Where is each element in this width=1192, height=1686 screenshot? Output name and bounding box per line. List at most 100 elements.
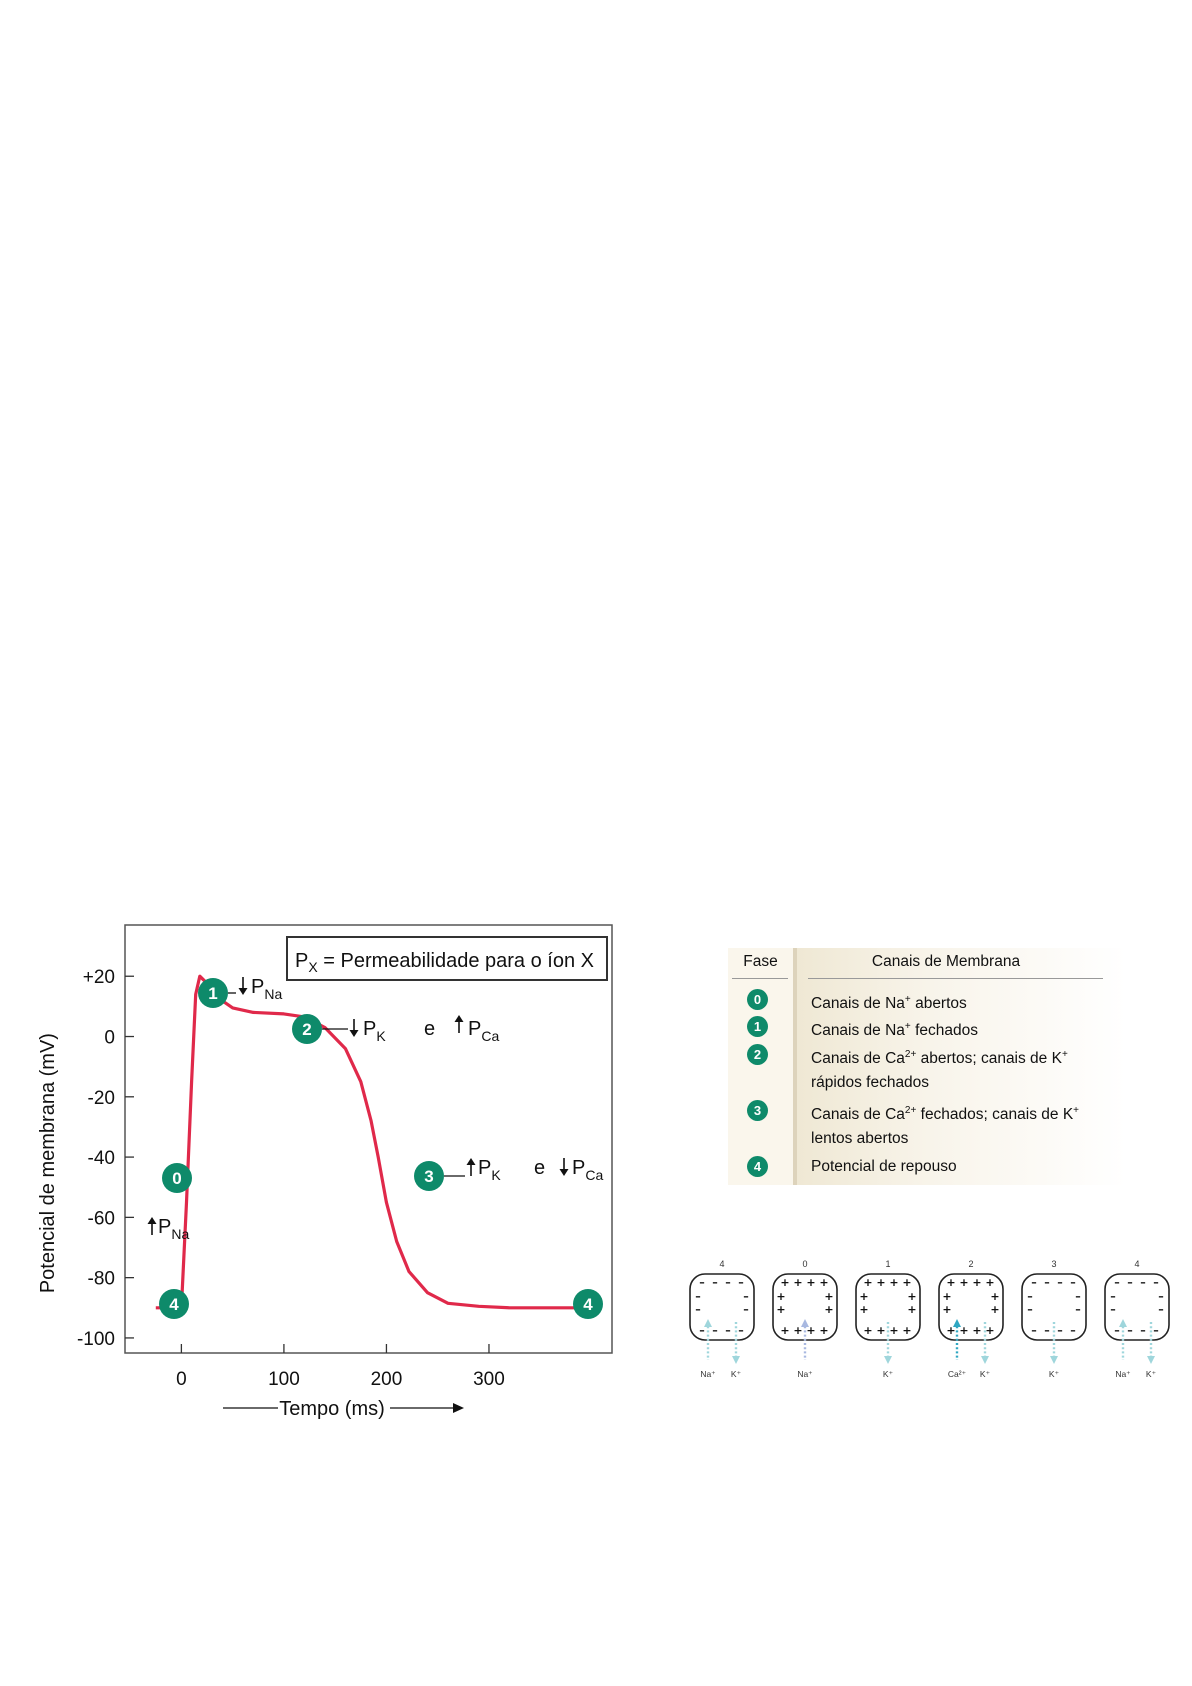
cell-diagram-phase-0: 0+++++++++ ++ +Na⁺ (772, 1259, 838, 1379)
charge-sign: – (1114, 1276, 1120, 1289)
phase-badge-circle (159, 1289, 189, 1319)
charge-sign: + (863, 1276, 872, 1289)
ion-label: K⁺ (980, 1369, 991, 1379)
charge-sign: + (907, 1290, 916, 1303)
y-tick-label: -40 (88, 1148, 115, 1169)
charge-sign: + (959, 1324, 968, 1337)
annotation-pca-3: PCa (572, 1157, 603, 1183)
charge-sign: – (699, 1324, 705, 1337)
ion-label: K⁺ (731, 1369, 742, 1379)
cell-diagrams-svg: 4––––––––– –– –Na⁺ K⁺0+++++++++ ++ +Na⁺1+++++… (689, 1259, 1170, 1379)
arrow-down-icon (349, 1030, 359, 1037)
charge-sign: – (1057, 1276, 1063, 1289)
charge-sign: – (1140, 1276, 1146, 1289)
charge-sign: – (1075, 1303, 1081, 1316)
charge-sign: + (942, 1290, 951, 1303)
legend-text-rest: = Permeabilidade para o íon X (318, 950, 594, 972)
ion-label: K⁺ (1049, 1369, 1060, 1379)
phase-badge-0: 0 (162, 1163, 192, 1193)
cell-diagram-phase-3: 3––––––––– –– –K⁺ (1021, 1259, 1087, 1379)
cell-phase-label: 4 (1134, 1259, 1139, 1269)
ion-label: Na⁺ (700, 1369, 716, 1379)
ion-label: K⁺ (883, 1369, 894, 1379)
phase-badge-circle (292, 1014, 322, 1044)
annotation-pk-2-sub: K (376, 1028, 386, 1044)
charge-sign: – (1057, 1324, 1063, 1337)
phase-badge-4: 4 (159, 1289, 189, 1319)
charge-sign: + (776, 1303, 785, 1316)
ion-label: Na⁺ (1115, 1369, 1131, 1379)
charge-sign: + (793, 1324, 802, 1337)
charge-sign: + (876, 1276, 885, 1289)
row-text: rápidos fechados (811, 1074, 930, 1091)
charge-sign: – (1114, 1324, 1120, 1337)
phase-badge-circle (162, 1163, 192, 1193)
charge-sign: – (1031, 1276, 1037, 1289)
arrow-down-icon (884, 1356, 892, 1364)
x-axis-title: Tempo (ms) (279, 1398, 385, 1420)
charge-sign: – (743, 1303, 749, 1316)
header-underline-fase (732, 978, 788, 979)
charge-sign: – (1153, 1276, 1159, 1289)
cell-diagrams: 4– – – – – – – – – – – – Na⁺ K⁺ 0 + + + + + + + + + + + + Na⁺ 1 + + + + +… (680, 1258, 1180, 1379)
charge-sign: – (699, 1276, 705, 1289)
charge-sign: – (1110, 1290, 1116, 1303)
cell-phase-label: 3 (1051, 1259, 1056, 1269)
charge-sign: + (985, 1324, 994, 1337)
action-potential-svg: +20 0 -20 -40 -60 -80 -100 0 100 200 300 Tempo (ms)… (37, 924, 613, 1420)
header-fase: Fase (743, 953, 778, 970)
charge-sign: + (990, 1303, 999, 1316)
cell-phase-label: 4 (719, 1259, 724, 1269)
annotation-pca-2-sub: Ca (481, 1028, 499, 1044)
cell-phase-label: 1 (885, 1259, 890, 1269)
charge-sign: – (1070, 1276, 1076, 1289)
charge-sign: + (793, 1276, 802, 1289)
charge-sign: – (1044, 1324, 1050, 1337)
charge-sign: + (859, 1303, 868, 1316)
membrane-potential-curve (155, 974, 576, 1310)
charge-sign: – (712, 1276, 718, 1289)
arrow-up-icon (147, 1217, 157, 1224)
charge-sign: + (889, 1324, 898, 1337)
annotation-pk-2: PK (363, 1018, 386, 1044)
charge-sign: – (1044, 1276, 1050, 1289)
charge-sign: – (1127, 1324, 1133, 1337)
x-axis-arrow-icon (453, 1403, 464, 1413)
x-tick-label: 200 (371, 1369, 403, 1390)
row-text: Potencial de repouso (811, 1158, 957, 1175)
charge-sign: – (712, 1324, 718, 1337)
arrow-down-icon (1147, 1356, 1155, 1364)
phase-badge-label: 0 (172, 1169, 181, 1188)
charge-sign: – (1158, 1303, 1164, 1316)
annotation-word: e (424, 1018, 435, 1040)
annotation-pca-2: PCa (468, 1018, 499, 1044)
phase-badge-circle (573, 1289, 603, 1319)
phase-badge: 4 (747, 1156, 768, 1177)
charge-sign: + (907, 1303, 916, 1316)
column-divider (793, 948, 797, 1185)
arrow-up-icon (801, 1319, 809, 1327)
cell-phase-label: 0 (802, 1259, 807, 1269)
phase-badge-circle (198, 978, 228, 1008)
charge-sign: – (1110, 1303, 1116, 1316)
phase-badge: 2 (747, 1044, 768, 1065)
charge-sign: + (990, 1290, 999, 1303)
x-tick-label: 0 (176, 1369, 187, 1390)
ion-label: K⁺ (1146, 1369, 1157, 1379)
charge-sign: – (738, 1276, 744, 1289)
phase-badge-3: 3 (414, 1161, 444, 1191)
charge-sign: + (780, 1276, 789, 1289)
arrow-up-icon (466, 1158, 476, 1165)
phase-badge-label: 4 (583, 1295, 593, 1314)
phase-badge-label: 3 (424, 1167, 433, 1186)
phase-badge-label: 1 (208, 984, 217, 1003)
charge-sign: + (889, 1276, 898, 1289)
ion-label: Na⁺ (797, 1369, 813, 1379)
phase-badge: 1 (747, 1016, 768, 1037)
cell-diagram-phase-2: 2+++++++++ ++ +Ca²⁺ K⁺ (938, 1259, 1004, 1379)
phase-badge-label: 4 (169, 1295, 179, 1314)
charge-sign: + (946, 1324, 955, 1337)
phase-badge-4: 4 (573, 1289, 603, 1319)
charge-sign: – (695, 1303, 701, 1316)
phase-badge: 0 (747, 989, 768, 1010)
